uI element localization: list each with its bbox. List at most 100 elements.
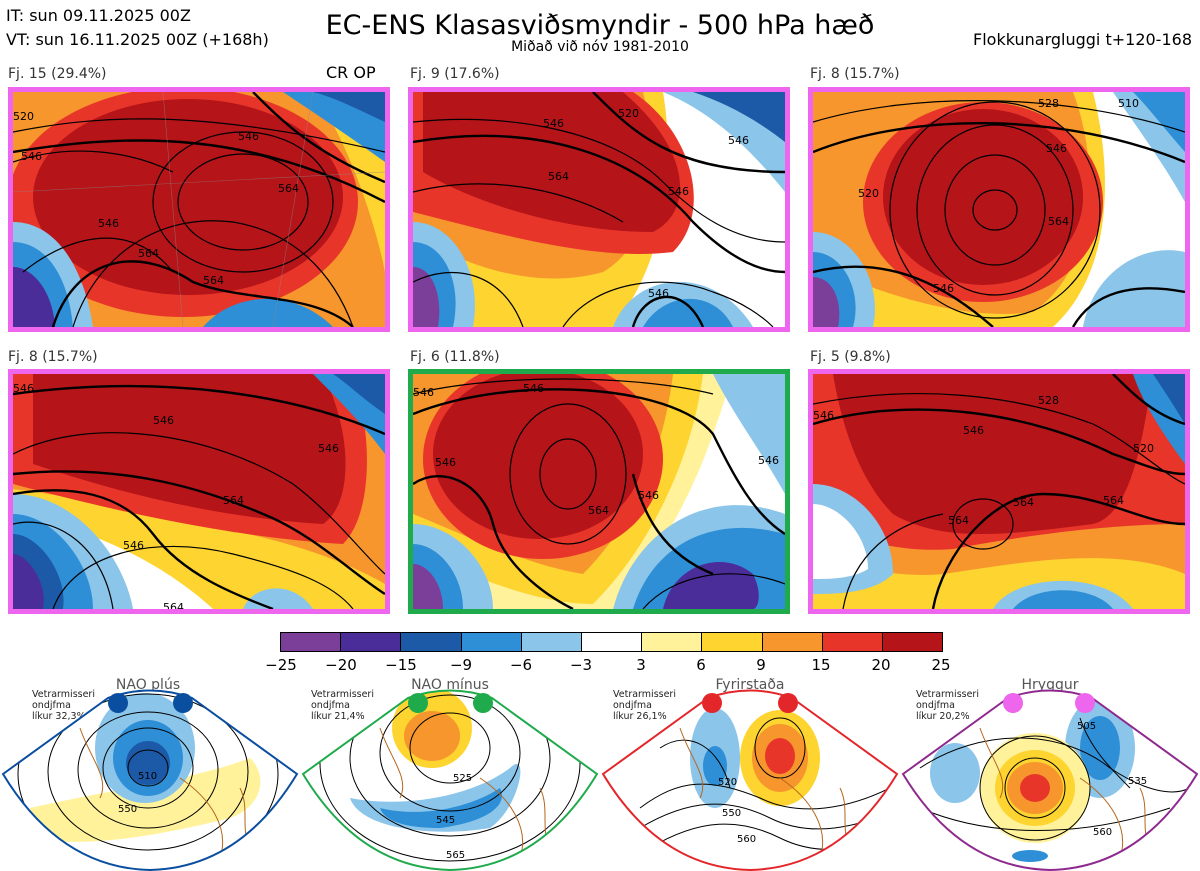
panel-1-label: Fj. 15 (29.4%)	[8, 66, 107, 82]
colorbar-segment	[400, 633, 461, 651]
contour-label: 546	[648, 287, 669, 300]
regime-contour-label: 545	[436, 815, 455, 826]
contour-label: 546	[1046, 142, 1067, 155]
contour-label: 564	[1103, 494, 1124, 507]
contour-label: 546	[668, 185, 689, 198]
contour-label: 520	[618, 107, 639, 120]
contour-label: 546	[933, 282, 954, 295]
page-subtitle: Miðað við nóv 1981-2010	[511, 39, 689, 55]
regime-contour-label: 560	[1093, 827, 1112, 838]
contour-label: 564	[1048, 215, 1069, 228]
cr-op-label: CR OP	[326, 63, 376, 82]
contour-label: 520	[1133, 442, 1154, 455]
colorbar-tick-label: −25	[265, 656, 297, 674]
contour-label: 564	[223, 494, 244, 507]
regime-name-ridge: Hryggur	[1021, 677, 1079, 693]
colorbar-segment	[701, 633, 762, 651]
regime-dot-nao-plus	[108, 693, 128, 713]
regime-dot-ridge	[1075, 693, 1095, 713]
contour-label: 520	[858, 187, 879, 200]
contour-label: 564	[203, 274, 224, 287]
colorbar-segment	[821, 633, 882, 651]
classification-window: Flokkunargluggi t+120-168	[973, 30, 1192, 49]
panel-5-label: Fj. 6 (11.8%)	[410, 349, 500, 365]
colorbar-segment	[761, 633, 822, 651]
regime-name-nao-plus: NAO plús	[115, 677, 181, 693]
regime-contour-label: 550	[118, 804, 137, 815]
colorbar-tick-label: 20	[871, 656, 891, 674]
colorbar-tick-label: −20	[325, 656, 357, 674]
contour-label: 546	[758, 454, 779, 467]
regime-dot-nao-minus	[408, 693, 428, 713]
contour-label: 546	[123, 539, 144, 552]
regime-contour-label: 550	[722, 808, 741, 819]
colorbar-segment	[281, 633, 341, 651]
regime-contour-label: 565	[446, 850, 465, 861]
valid-time: VT: sun 16.11.2025 00Z (+168h)	[6, 30, 269, 49]
regime-dot-nao-plus	[173, 693, 193, 713]
regime-contour-label: 505	[1077, 721, 1096, 732]
colorbar	[280, 632, 943, 652]
cluster-map-4: 546 546 564 546 564 546	[8, 369, 390, 614]
colorbar-tick-label: 25	[931, 656, 951, 674]
regime-prob-nao-minus: Vetrarmisseri ondjfma líkur 21,4%	[311, 689, 374, 722]
contour-label: 546	[98, 217, 119, 230]
colorbar-segment	[580, 633, 642, 651]
contour-label: 546	[638, 489, 659, 502]
colorbar-segment	[340, 633, 401, 651]
regime-name-blocking: Fyrirstaða	[715, 677, 785, 693]
contour-label: 546	[238, 130, 259, 143]
panel-3-label: Fj. 8 (15.7%)	[810, 66, 900, 82]
contour-label: 546	[963, 424, 984, 437]
contour-label: 546	[543, 117, 564, 130]
contour-label: 564	[138, 247, 159, 260]
regime-dot-ridge	[1003, 693, 1023, 713]
contour-label: 546	[413, 386, 434, 399]
colorbar-segment	[881, 633, 943, 651]
colorbar-tick-label: 9	[756, 656, 766, 674]
colorbar-tick-label: 6	[696, 656, 706, 674]
regime-contour-label: 520	[718, 777, 737, 788]
colorbar-tick-label: 3	[636, 656, 646, 674]
regime-maps: 510 550 525 545 565	[1, 689, 1199, 871]
colorbar-tick-label: −15	[385, 656, 417, 674]
regime-dot-blocking	[778, 693, 798, 713]
contour-label: 546	[813, 409, 834, 422]
panel-4-label: Fj. 8 (15.7%)	[8, 349, 98, 365]
contour-label: 564	[548, 170, 569, 183]
init-time: IT: sun 09.11.2025 00Z	[6, 6, 191, 25]
contour-label: 564	[1013, 496, 1034, 509]
contour-label: 546	[318, 442, 339, 455]
contour-label: 546	[153, 414, 174, 427]
regime-contour-label: 560	[737, 834, 756, 845]
regime-prob-nao-plus: Vetrarmisseri ondjfma líkur 32,3%	[32, 689, 95, 722]
panel-2-label: Fj. 9 (17.6%)	[410, 66, 500, 82]
regime-prob-blocking: Vetrarmisseri ondjfma líkur 26,1%	[613, 689, 676, 722]
cluster-map-6: 546 546 528 564 564 564 520	[808, 369, 1190, 614]
contour-label: 528	[1038, 394, 1059, 407]
cluster-map-3: 520 528 546 564 546 510	[808, 87, 1190, 332]
contour-label: 546	[523, 382, 544, 395]
regime-name-nao-minus: NAO mínus	[411, 677, 489, 693]
colorbar-tick-label: −6	[509, 656, 533, 674]
contour-label: 528	[1038, 97, 1059, 110]
contour-label: 510	[1118, 97, 1139, 110]
colorbar-tick-label: 15	[811, 656, 831, 674]
regime-contour-label: 525	[453, 773, 472, 784]
panel-6-label: Fj. 5 (9.8%)	[810, 349, 891, 365]
contour-label: 564	[278, 182, 299, 195]
cluster-map-5: 546 546 546 564 546 546	[408, 369, 790, 614]
regime-contour-label: 510	[138, 771, 157, 782]
regime-contour-label: 535	[1128, 776, 1147, 787]
contour-label: 546	[435, 456, 456, 469]
colorbar-segment	[460, 633, 521, 651]
contour-label: 546	[13, 382, 34, 395]
regime-prob-ridge: Vetrarmisseri ondjfma líkur 20,2%	[916, 689, 979, 722]
colorbar-tick-label: −9	[449, 656, 473, 674]
contour-label: 546	[21, 150, 42, 163]
regime-dot-nao-minus	[473, 693, 493, 713]
colorbar-segment	[520, 633, 581, 651]
contour-label: 520	[13, 110, 34, 123]
page-title: EC-ENS Klasasviðsmyndir - 500 hPa hæð	[325, 10, 875, 41]
colorbar-segment	[641, 633, 702, 651]
